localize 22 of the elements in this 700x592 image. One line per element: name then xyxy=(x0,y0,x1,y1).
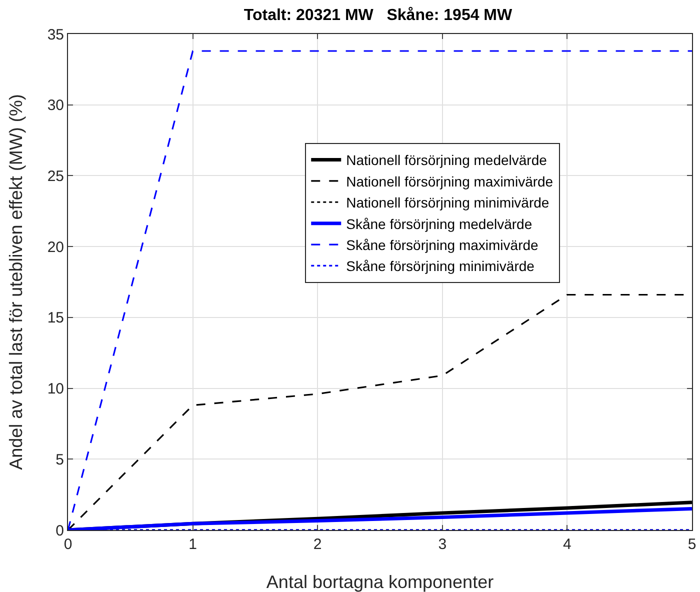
legend-label: Skåne försörjning minimivärde xyxy=(346,258,535,274)
x-tick-label: 4 xyxy=(563,536,572,553)
y-tick-label: 30 xyxy=(47,97,64,114)
x-tick-label: 5 xyxy=(688,536,696,553)
y-axis-title: Andel av total last för utebliven effekt (MW) (%) xyxy=(6,94,26,470)
y-tick-label: 20 xyxy=(47,238,64,256)
y-tick-label: 35 xyxy=(47,26,64,44)
y-tick-label: 5 xyxy=(56,451,64,468)
y-tick-label: 10 xyxy=(47,380,64,398)
x-axis-title: Antal bortagna komponenter xyxy=(266,572,494,592)
legend-label: Nationell försörjning minimivärde xyxy=(346,194,550,211)
legend-label: Skåne försörjning maximivärde xyxy=(346,236,539,253)
x-tick-label: 3 xyxy=(438,536,447,553)
legend-label: Nationell försörjning medelvärde xyxy=(346,152,548,168)
x-tick-label: 1 xyxy=(188,536,197,553)
y-tick-label: 25 xyxy=(47,168,64,185)
y-tick-label: 0 xyxy=(56,522,64,540)
legend-label: Skåne försörjning medelvärde xyxy=(346,216,532,232)
chart-title: Totalt: 20321 MW Skåne: 1954 MW xyxy=(244,6,514,24)
x-tick-label: 2 xyxy=(313,536,322,553)
y-tick-label: 15 xyxy=(47,310,64,327)
legend-label: Nationell försörjning maximivärde xyxy=(346,173,554,190)
